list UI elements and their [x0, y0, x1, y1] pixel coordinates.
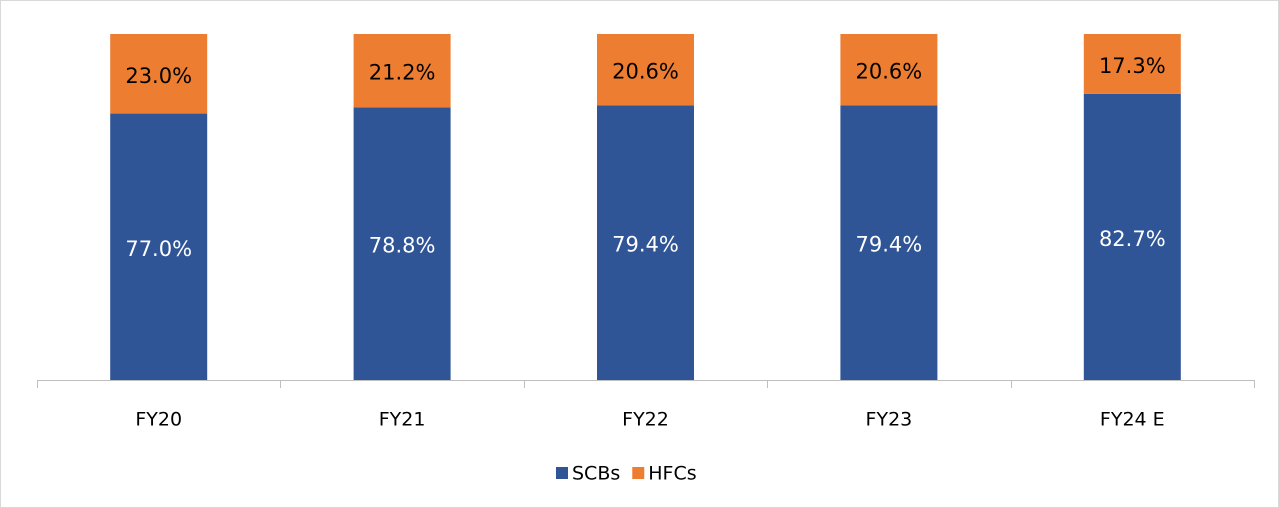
- data-label: 77.0%: [125, 237, 192, 261]
- x-tick-label: FY20: [135, 409, 182, 431]
- data-label: 20.6%: [612, 60, 679, 84]
- bar-segment: [840, 105, 938, 380]
- data-label: 23.0%: [125, 64, 192, 88]
- data-label: 20.6%: [856, 60, 923, 84]
- legend-label: SCBs: [572, 463, 620, 485]
- bar-segment: [597, 34, 694, 106]
- legend-label: HFCs: [648, 463, 696, 485]
- data-label: 79.4%: [612, 233, 679, 257]
- data-label: 78.8%: [369, 234, 436, 258]
- x-tick-label: FY21: [379, 409, 426, 431]
- bar-segment: [353, 107, 451, 381]
- legend-swatch: [556, 467, 568, 479]
- bar-segment: [110, 34, 208, 114]
- bar-segment: [353, 34, 451, 108]
- data-label: 21.2%: [369, 61, 436, 85]
- bar-segment: [1083, 34, 1181, 94]
- x-tick-label: FY23: [866, 409, 913, 431]
- x-tick-label: FY22: [622, 409, 669, 431]
- bar-segment: [597, 105, 694, 380]
- bar-segment: [110, 113, 208, 380]
- legend-swatch: [632, 467, 645, 479]
- data-label: 17.3%: [1099, 54, 1166, 78]
- data-label: 79.4%: [856, 233, 923, 257]
- x-tick-label: FY24 E: [1100, 409, 1165, 431]
- data-label: 82.7%: [1099, 227, 1166, 251]
- bar-segment: [840, 34, 938, 106]
- bar-segment: [1083, 93, 1181, 380]
